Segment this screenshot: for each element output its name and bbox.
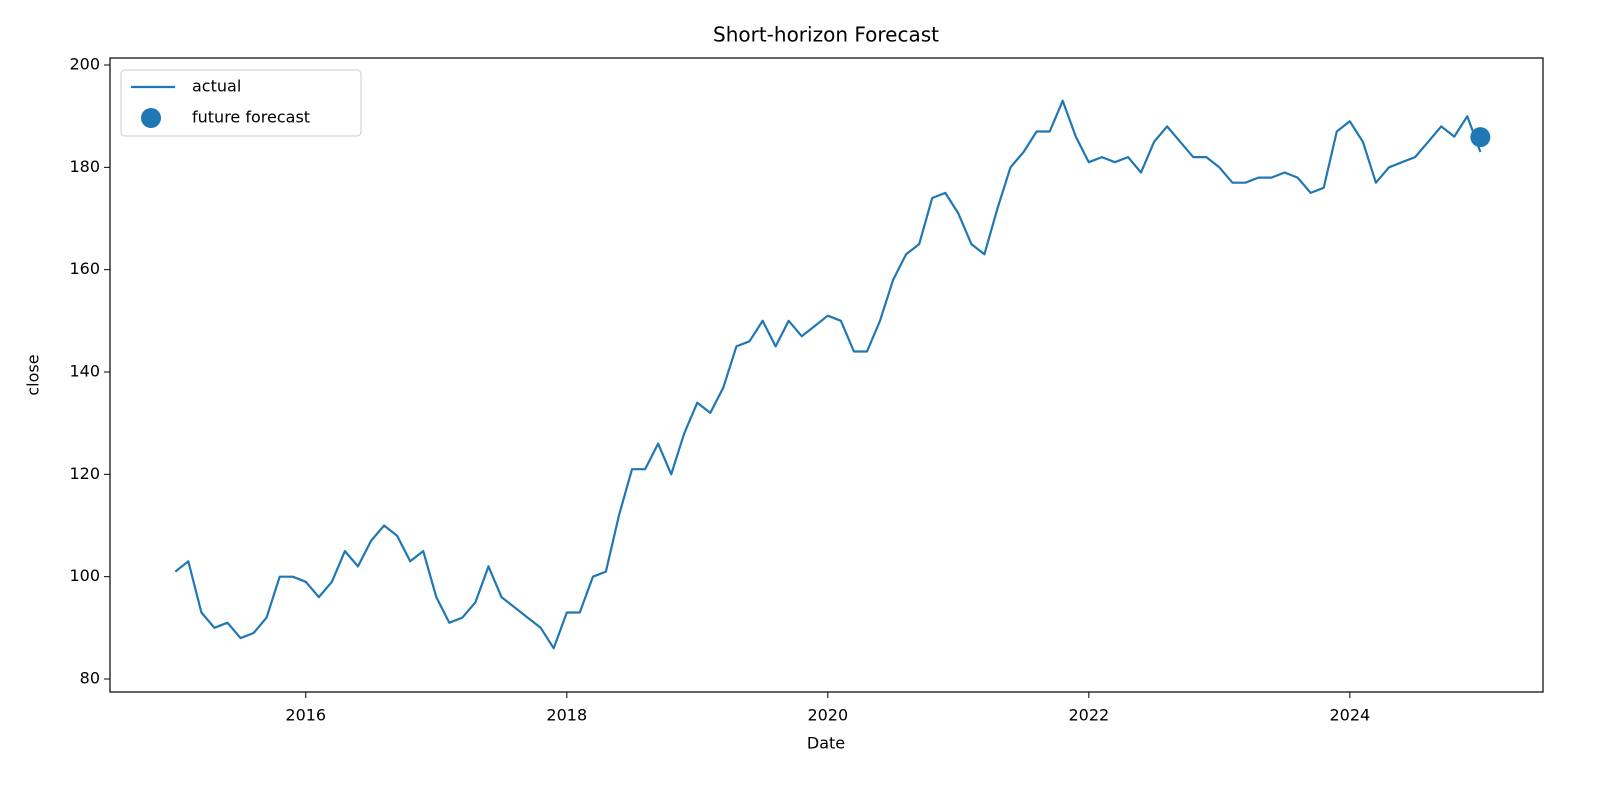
y-tick-label: 200 xyxy=(69,55,100,74)
legend-label: actual xyxy=(192,77,241,96)
chart-title: Short-horizon Forecast xyxy=(713,23,939,47)
y-tick-label: 140 xyxy=(69,362,100,381)
legend-box xyxy=(120,69,362,137)
x-axis-label: Date xyxy=(807,734,845,753)
legend-marker xyxy=(141,108,161,128)
legend-label: future forecast xyxy=(192,108,310,127)
x-tick-label: 2016 xyxy=(285,706,326,725)
x-tick-label: 2018 xyxy=(546,706,587,725)
y-tick-label: 100 xyxy=(69,566,100,585)
forecast-point xyxy=(1470,127,1491,148)
y-axis-label: close xyxy=(24,354,43,395)
x-tick-label: 2022 xyxy=(1068,706,1109,725)
plot-frame xyxy=(109,57,1544,693)
y-tick-label: 80 xyxy=(80,669,100,688)
y-tick-label: 120 xyxy=(69,464,100,483)
y-tick-label: 160 xyxy=(69,259,100,278)
x-tick-label: 2020 xyxy=(807,706,848,725)
line-series xyxy=(174,99,1482,650)
y-tick-label: 180 xyxy=(69,157,100,176)
x-tick-label: 2024 xyxy=(1329,706,1370,725)
